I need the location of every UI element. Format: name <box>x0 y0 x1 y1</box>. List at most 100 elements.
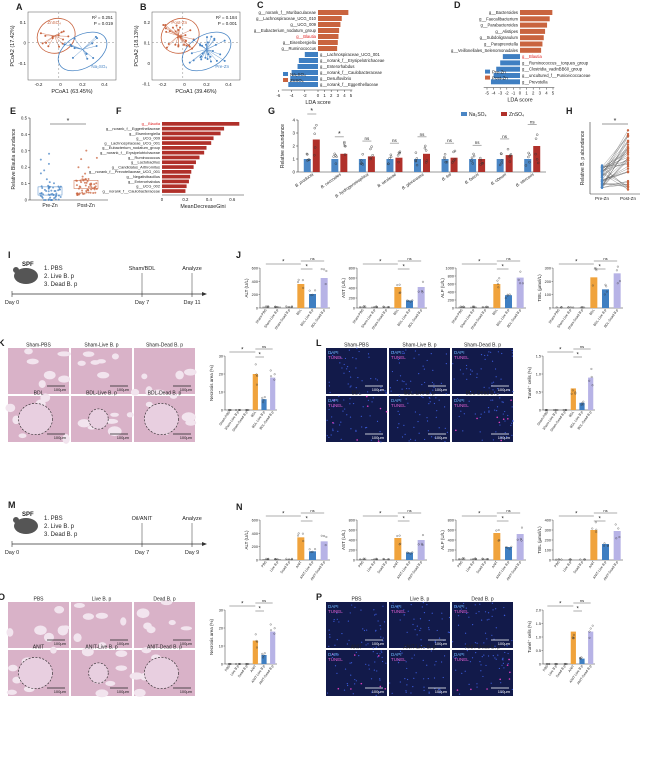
nucleus-dot <box>354 678 356 681</box>
point-group1 <box>179 36 182 39</box>
timeline-event: Oil/ANIT <box>132 516 153 522</box>
panel-label-f: F <box>116 106 122 116</box>
tunel-dot <box>332 421 334 424</box>
nucleus-dot <box>385 662 387 664</box>
data-point <box>443 156 446 159</box>
y-tick-label: 0 <box>353 559 355 563</box>
nucleus-dot <box>488 411 490 413</box>
group-label: PBS <box>260 560 268 568</box>
y-tick-label: 600 <box>349 529 355 533</box>
nucleus-dot <box>328 645 330 647</box>
data-point <box>558 558 561 561</box>
nucleus-dot <box>428 619 430 622</box>
data-bar <box>590 530 598 560</box>
y-tick-label: 10 <box>219 391 223 395</box>
nucleus-dot <box>433 383 435 385</box>
jitter-point <box>84 172 87 175</box>
tunel-dot <box>506 664 509 666</box>
nucleus-dot <box>350 385 352 387</box>
data-point <box>274 558 277 561</box>
nucleus-dot <box>491 360 494 362</box>
point-group1 <box>57 34 60 37</box>
pair-line <box>601 141 629 178</box>
panel-label-c: C <box>257 0 264 10</box>
data-point <box>262 401 265 404</box>
data-point <box>498 163 502 167</box>
point-group1 <box>189 29 192 32</box>
nucleus-dot <box>466 378 468 380</box>
scale-bar-label: 100μm <box>180 641 193 646</box>
pair-line <box>601 173 629 190</box>
group-label: BDL <box>492 308 499 316</box>
nucleus-dot <box>413 357 415 359</box>
point-group2 <box>200 55 203 58</box>
point-group2 <box>210 35 213 38</box>
point-group1 <box>183 43 186 46</box>
data-point <box>325 270 328 272</box>
x-tick-label: -4 <box>492 91 496 96</box>
nucleus-dot <box>401 388 403 390</box>
spider-line-group1 <box>178 27 181 36</box>
data-point <box>362 305 365 308</box>
nucleus-dot <box>349 662 351 664</box>
data-point <box>387 558 390 561</box>
data-bar <box>579 658 585 664</box>
data-point <box>528 153 531 156</box>
nucleus-dot <box>476 373 478 375</box>
data-bar <box>602 289 609 308</box>
nucleus-dot <box>422 365 424 367</box>
point-group1 <box>58 45 61 48</box>
nucleus-dot <box>407 678 409 681</box>
data-point <box>276 558 279 561</box>
stain-label-dapi: DAPI <box>328 604 339 609</box>
vessel-shape <box>129 672 144 680</box>
nucleus-dot <box>352 402 355 405</box>
timeline-day: Day 9 <box>185 550 199 556</box>
nucleus-dot <box>466 650 468 652</box>
data-point <box>376 558 378 561</box>
bar-znso4 <box>340 153 348 172</box>
vessel-shape <box>95 612 108 619</box>
data-point <box>313 126 316 130</box>
spider-line-group2 <box>206 49 221 55</box>
nucleus-dot <box>360 415 362 417</box>
nucleus-dot <box>331 656 333 659</box>
bar-na2so4 <box>303 159 311 172</box>
lda-taxon-label: g__Faecalibacterium <box>479 16 518 21</box>
vessel-shape <box>143 622 152 630</box>
data-point <box>235 663 238 665</box>
y-tick-label: 4 <box>292 118 295 123</box>
nucleus-dot <box>485 664 487 667</box>
nucleus-dot <box>486 638 488 640</box>
nucleus-dot <box>343 363 345 366</box>
data-point <box>409 552 412 555</box>
nucleus-dot <box>430 650 432 652</box>
nucleus-dot <box>480 368 482 370</box>
data-point <box>479 159 483 162</box>
data-point <box>396 535 399 537</box>
bar-znso4 <box>505 155 513 172</box>
bar-znso4 <box>312 139 320 172</box>
y-tick-label: 0 <box>539 663 541 667</box>
data-point <box>310 294 313 297</box>
nucleus-dot <box>510 424 512 426</box>
gini-bar <box>162 155 200 160</box>
micrograph-title: BDL-Dead B. p <box>148 391 182 397</box>
data-point <box>244 409 247 411</box>
nucleus-dot <box>332 428 334 430</box>
jitter-point <box>83 178 86 181</box>
y-tick-label: 0 <box>221 409 223 413</box>
micrograph-title: Sham-Live B. p <box>402 343 436 349</box>
vessel-shape <box>175 370 184 380</box>
group-label: PBS <box>542 664 550 672</box>
nucleus-dot <box>333 620 335 622</box>
nucleus-dot <box>488 618 490 620</box>
nucleus-dot <box>475 652 477 654</box>
nucleus-dot <box>501 352 503 355</box>
data-point <box>334 162 338 165</box>
data-point <box>387 162 390 165</box>
data-point <box>273 632 276 635</box>
data-bar <box>481 558 489 560</box>
nucleus-dot <box>512 419 514 422</box>
data-point <box>424 161 428 164</box>
